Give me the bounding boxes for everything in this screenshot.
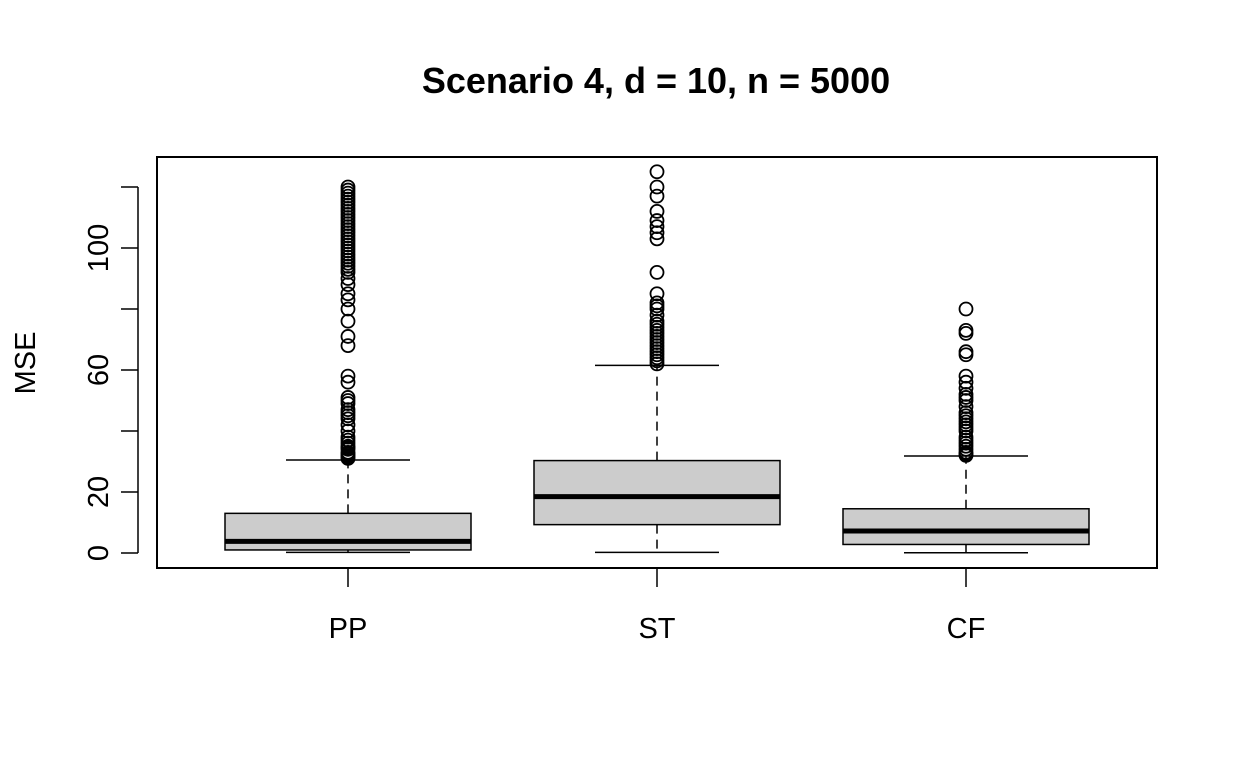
box-st [533, 164, 781, 554]
outlier-point-pp [340, 338, 356, 354]
outlier-point-cf [958, 347, 974, 363]
outlier-point-st [649, 164, 665, 180]
outlier-point-pp [340, 179, 356, 195]
boxes-group [224, 164, 1090, 554]
outlier-point-pp [340, 390, 356, 405]
outlier-point-st [649, 213, 665, 228]
y-tick-label: 100 [83, 224, 115, 272]
box-rect-cf [842, 508, 1090, 546]
outlier-point-st [649, 298, 665, 314]
y-tick-label: 20 [83, 476, 115, 508]
x-axis: PP ST CF [329, 568, 986, 645]
outlier-point-pp [340, 301, 356, 317]
outlier-point-st [649, 188, 665, 204]
x-tick-label-pp: PP [329, 613, 368, 645]
outlier-point-pp [340, 292, 356, 308]
x-tick-label-cf: CF [947, 613, 986, 645]
outlier-point-pp [340, 329, 356, 344]
y-tick-label: 0 [83, 545, 115, 561]
box-cf [842, 301, 1090, 554]
outlier-point-pp [340, 374, 356, 390]
outlier-point-pp [340, 313, 356, 329]
outlier-point-cf [958, 374, 974, 390]
outlier-point-cf [958, 344, 974, 360]
box-pp [224, 179, 472, 554]
chart-title: Scenario 4, d = 10, n = 5000 [422, 60, 890, 101]
outlier-point-st [649, 219, 665, 235]
outlier-point-st [649, 286, 665, 302]
outlier-point-st [649, 295, 665, 311]
outlier-point-pp [340, 368, 356, 384]
outlier-point-cf [958, 368, 974, 384]
outlier-point-cf [958, 325, 974, 341]
y-axis-label: MSE [10, 332, 42, 395]
outlier-point-st [649, 179, 665, 195]
y-tick-label: 60 [83, 354, 115, 386]
box-rect-st [533, 459, 781, 526]
outlier-point-st [649, 264, 665, 280]
x-tick-label-st: ST [638, 613, 675, 645]
y-axis: 0 20 60 100 [83, 186, 139, 561]
box-rect-pp [224, 512, 472, 551]
outlier-point-cf [958, 301, 974, 317]
outlier-point-cf [958, 322, 974, 338]
outlier-point-pp [340, 286, 356, 302]
outlier-point-pp [340, 393, 356, 408]
outlier-point-st [649, 203, 665, 219]
